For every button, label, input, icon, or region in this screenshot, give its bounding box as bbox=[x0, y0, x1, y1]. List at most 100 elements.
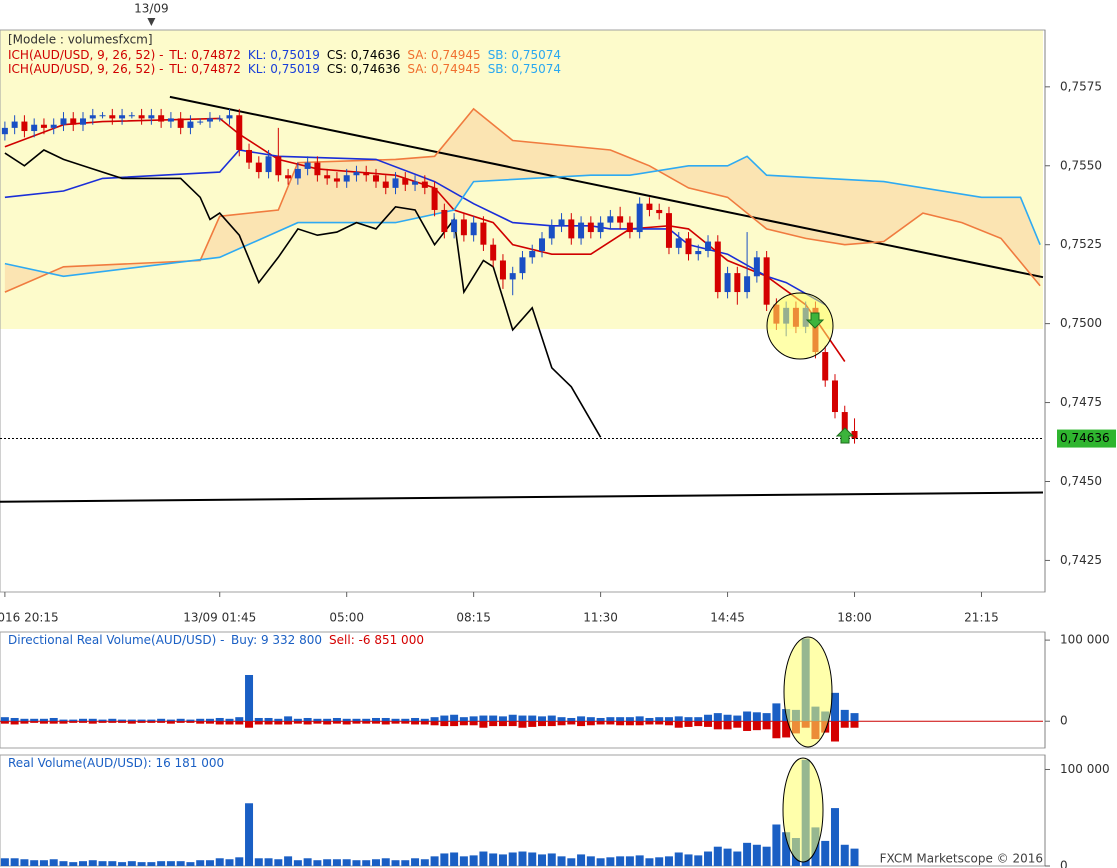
candle-body bbox=[402, 178, 409, 185]
volume-bar bbox=[733, 715, 742, 722]
candle-body bbox=[31, 124, 38, 132]
volume-bar bbox=[440, 721, 449, 727]
candle-body bbox=[99, 115, 106, 117]
volume-bar bbox=[694, 717, 703, 722]
volume-bar bbox=[313, 721, 322, 724]
candle-body bbox=[568, 219, 575, 239]
volume-bar bbox=[645, 721, 654, 725]
volume-bar bbox=[567, 721, 576, 725]
cloud-fill bbox=[4, 108, 1041, 293]
volume-bar bbox=[684, 721, 693, 727]
volume-bar bbox=[850, 848, 859, 866]
volume-bar bbox=[391, 860, 400, 866]
candle-body bbox=[148, 115, 155, 119]
volume-bar bbox=[479, 851, 488, 866]
volume-bar bbox=[743, 721, 752, 731]
candle-body bbox=[206, 118, 213, 122]
legend-item: CS: 0,74636 bbox=[327, 48, 400, 62]
volume-bar bbox=[606, 857, 615, 866]
volume-bar bbox=[245, 803, 254, 866]
candle-body bbox=[539, 238, 546, 252]
volume-bar bbox=[596, 721, 605, 725]
volume-bar bbox=[577, 721, 586, 727]
volume-bar bbox=[430, 856, 439, 866]
volume-bar bbox=[245, 721, 254, 728]
volume-bar bbox=[186, 862, 195, 866]
candle-body bbox=[363, 172, 370, 176]
volume-bar bbox=[352, 860, 361, 866]
volume-bar bbox=[547, 715, 556, 722]
candle-body bbox=[236, 115, 243, 150]
volume-bar bbox=[352, 718, 361, 722]
volume-bar bbox=[694, 721, 703, 727]
volume-bar bbox=[713, 713, 722, 722]
volume-bar bbox=[616, 721, 625, 726]
candle-body bbox=[275, 156, 282, 176]
volume-bar bbox=[118, 721, 127, 723]
volume-bar bbox=[323, 859, 332, 866]
volume-bar bbox=[752, 844, 761, 866]
volume-bar bbox=[127, 719, 136, 722]
candle-body bbox=[636, 203, 643, 233]
volume-bar bbox=[303, 717, 312, 722]
volume-bar bbox=[538, 716, 547, 722]
volume-bar bbox=[411, 717, 420, 722]
panel-title-part: Buy: 9 332 800 bbox=[231, 633, 322, 647]
indicator-line bbox=[4, 155, 1041, 278]
volume-bar bbox=[830, 721, 839, 742]
volume-bar bbox=[215, 858, 224, 866]
volume-bar bbox=[450, 721, 459, 727]
volume-bar bbox=[166, 721, 175, 724]
volume-bar bbox=[196, 718, 205, 722]
volume-bar bbox=[157, 718, 166, 722]
legend-item: KL: 0,75019 bbox=[248, 48, 320, 62]
y-tick-label: 0 bbox=[1060, 859, 1068, 868]
candle-body bbox=[226, 115, 233, 119]
x-tick-label: 05:00 bbox=[329, 611, 364, 625]
candle-body bbox=[675, 238, 682, 248]
volume-bar bbox=[371, 721, 380, 724]
volume-bar bbox=[674, 721, 683, 728]
volume-bar bbox=[79, 718, 88, 722]
volume-bar bbox=[225, 859, 234, 866]
volume-bar bbox=[147, 719, 156, 722]
panel-title-part: Sell: -6 851 000 bbox=[329, 633, 424, 647]
volume-bar bbox=[59, 721, 68, 724]
volume-bar bbox=[420, 721, 429, 725]
volume-bar bbox=[664, 856, 673, 866]
volume-bar bbox=[147, 862, 156, 866]
volume-bar bbox=[586, 717, 595, 722]
volume-bar bbox=[274, 859, 283, 866]
volume-bar bbox=[567, 858, 576, 866]
candle-body bbox=[734, 273, 741, 293]
candle-body bbox=[451, 219, 458, 233]
candle-body bbox=[753, 257, 760, 277]
volume-bar bbox=[391, 721, 400, 724]
volume-bar bbox=[684, 854, 693, 866]
volume-bar bbox=[166, 719, 175, 722]
volume-bar bbox=[88, 718, 97, 722]
volume-bar bbox=[303, 721, 312, 725]
volume-bar bbox=[166, 861, 175, 866]
x-tick-label: 13/09 01:45 bbox=[183, 611, 256, 625]
volume-bar bbox=[381, 721, 390, 725]
volume-bar bbox=[235, 721, 244, 725]
legend-item: SB: 0,75074 bbox=[488, 62, 561, 76]
volume-bar bbox=[362, 718, 371, 722]
candle-body bbox=[831, 380, 838, 413]
indicator-line bbox=[4, 149, 602, 438]
candle-body bbox=[548, 225, 555, 239]
candle-body bbox=[265, 156, 272, 173]
indicator-line bbox=[4, 149, 826, 306]
volume-bar bbox=[108, 718, 117, 722]
volume-bar bbox=[137, 719, 146, 722]
candle-body bbox=[70, 118, 77, 125]
volume-bar bbox=[284, 721, 293, 725]
candle-body bbox=[744, 276, 751, 293]
volume-bar bbox=[371, 859, 380, 866]
volume-bar bbox=[98, 719, 107, 722]
volume-bar bbox=[840, 844, 849, 866]
volume-bar bbox=[10, 721, 19, 725]
volume-bar bbox=[176, 861, 185, 866]
volume-bar bbox=[674, 852, 683, 866]
